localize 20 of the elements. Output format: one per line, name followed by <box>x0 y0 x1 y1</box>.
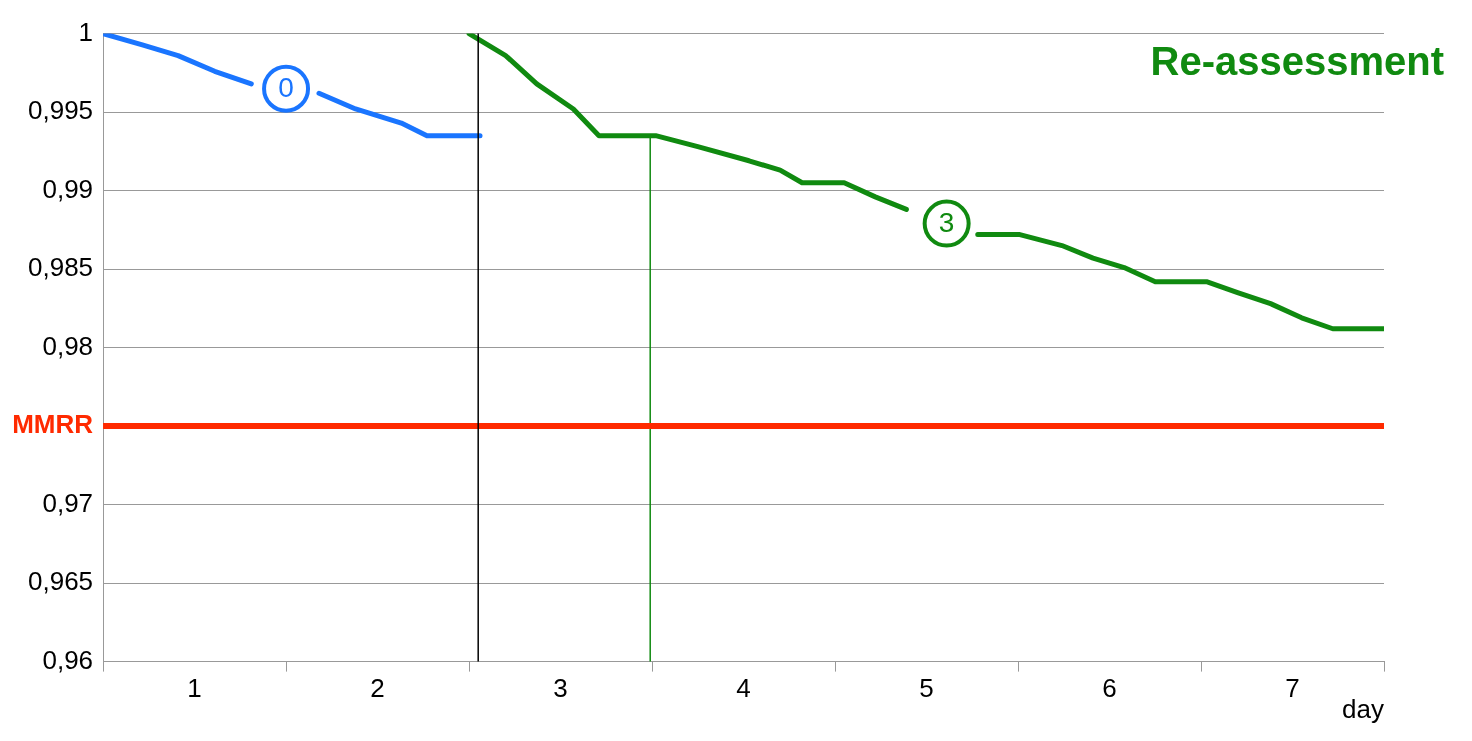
x-axis-title: day <box>1342 693 1384 724</box>
x-tick-label: 6 <box>1102 673 1117 704</box>
y-tick-label: 0,98 <box>42 330 94 361</box>
annotation: Re-assessment <box>1150 38 1444 83</box>
ref-line-label: MMRR <box>12 409 94 440</box>
x-tick-label: 5 <box>919 673 934 704</box>
x-tick-label: 4 <box>736 673 751 704</box>
x-tick-label: 7 <box>1285 673 1300 704</box>
x-tick-label: 2 <box>370 673 385 704</box>
y-tick-label: 0,97 <box>42 487 94 518</box>
annotation: 3 <box>938 207 955 239</box>
y-tick-label: 0,965 <box>27 566 94 597</box>
annotation: 0 <box>278 72 294 104</box>
y-tick-label: 0,99 <box>42 173 94 204</box>
y-tick-label: 0,995 <box>27 95 94 126</box>
x-tick-label: 1 <box>187 673 202 704</box>
y-tick-label: 1 <box>78 16 94 47</box>
y-tick-label: 0,985 <box>27 252 94 283</box>
y-tick-label: 0,96 <box>42 644 94 675</box>
x-tick-label: 3 <box>553 673 568 704</box>
